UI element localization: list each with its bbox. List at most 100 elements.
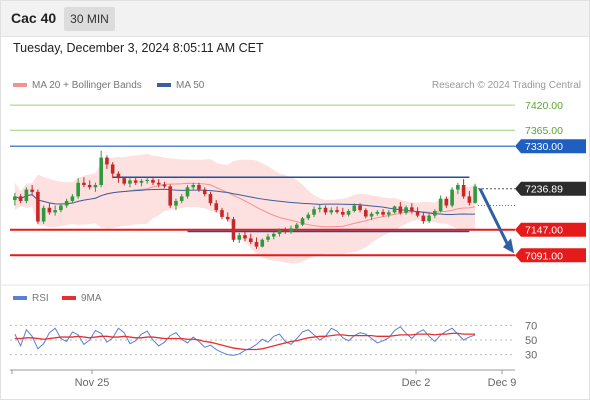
candle-body bbox=[260, 239, 265, 247]
candle-body bbox=[179, 196, 184, 201]
candle-body bbox=[59, 205, 63, 211]
candle-body bbox=[82, 182, 86, 185]
candle-body bbox=[312, 209, 316, 215]
candle-body bbox=[122, 178, 126, 184]
candle-body bbox=[185, 187, 190, 197]
candle-body bbox=[53, 210, 57, 213]
legend-rsi: RSI bbox=[13, 293, 49, 304]
level-label-3: 7147.00 bbox=[525, 225, 563, 237]
candle-body bbox=[156, 182, 161, 185]
level-label-1: 7365.00 bbox=[525, 125, 563, 137]
candle-body bbox=[450, 189, 454, 206]
candle-body bbox=[87, 185, 92, 188]
candle-body bbox=[392, 206, 397, 213]
candle-body bbox=[231, 219, 236, 240]
rsi-line bbox=[14, 326, 476, 356]
header-bar: Cac 40 30 MIN bbox=[0, 0, 590, 37]
ma9-swatch bbox=[62, 296, 76, 301]
symbol-name: Cac 40 bbox=[11, 10, 57, 26]
candle-body bbox=[197, 185, 201, 190]
candle-body bbox=[427, 215, 431, 222]
candle-body bbox=[105, 157, 109, 165]
candle-body bbox=[116, 173, 121, 179]
candle-body bbox=[18, 196, 23, 201]
x-tick-label-1: Dec 2 bbox=[402, 377, 431, 389]
candle-body bbox=[398, 206, 403, 213]
candle-body bbox=[225, 216, 230, 220]
candle-body bbox=[64, 200, 69, 206]
rsi-tick-2: 30 bbox=[525, 350, 537, 362]
candle-body bbox=[30, 189, 34, 192]
level-badge-4 bbox=[515, 248, 586, 263]
ma50-label: MA 50 bbox=[176, 80, 205, 91]
candle-body bbox=[289, 228, 293, 233]
candle-body bbox=[300, 218, 305, 225]
rsi-swatch bbox=[13, 296, 27, 301]
candle-body bbox=[323, 207, 328, 213]
candle-body bbox=[151, 179, 155, 183]
candle-body bbox=[202, 189, 207, 195]
candle-body bbox=[358, 205, 362, 211]
candle-body bbox=[404, 207, 408, 213]
ma20-swatch bbox=[13, 83, 27, 88]
forecast-arrow-shaft bbox=[478, 188, 510, 246]
ma20-label: MA 20 + Bollinger Bands bbox=[32, 80, 142, 91]
candle-body bbox=[41, 207, 46, 222]
candle-body bbox=[467, 196, 472, 203]
ma50-line bbox=[14, 188, 476, 216]
candle-body bbox=[266, 236, 270, 240]
candle-body bbox=[93, 185, 98, 188]
candle-body bbox=[335, 210, 339, 212]
legend-ma50: MA 50 bbox=[157, 80, 204, 91]
candle-body bbox=[208, 194, 213, 204]
candle-body bbox=[254, 242, 259, 247]
candle-body bbox=[387, 212, 391, 215]
timestamp: Tuesday, December 3, 2024 8:05:11 AM CET bbox=[13, 41, 264, 55]
candle-body bbox=[99, 157, 103, 185]
candle-body bbox=[277, 230, 282, 234]
candle-body bbox=[248, 238, 253, 243]
level-badge-2 bbox=[515, 139, 586, 154]
candle-body bbox=[294, 224, 299, 229]
candle-body bbox=[220, 210, 224, 217]
last-price-badge bbox=[515, 181, 586, 196]
rsi-tick-1: 50 bbox=[525, 335, 537, 347]
candle-body bbox=[237, 235, 242, 240]
ma9-label: 9MA bbox=[81, 293, 102, 304]
candle-body bbox=[133, 180, 138, 183]
candle-body bbox=[110, 164, 115, 174]
candle-body bbox=[191, 185, 196, 188]
rsi-ma9-line bbox=[14, 332, 476, 351]
candle-body bbox=[283, 230, 288, 233]
candle-body bbox=[24, 189, 29, 201]
candle-body bbox=[456, 185, 460, 190]
candle-body bbox=[174, 200, 178, 206]
x-tick-label-2: Dec 9 bbox=[488, 377, 517, 389]
last-price-label: 7236.89 bbox=[525, 184, 563, 196]
candle-body bbox=[375, 211, 380, 214]
candle-body bbox=[433, 211, 437, 216]
ma50-swatch bbox=[157, 83, 171, 88]
candle-body bbox=[47, 207, 52, 213]
legend-9ma: 9MA bbox=[62, 293, 102, 304]
candle-body bbox=[306, 214, 311, 219]
candle-body bbox=[145, 179, 149, 181]
timeframe-button[interactable]: 30 MIN bbox=[64, 7, 115, 31]
credit-text: Research © 2024 Trading Central bbox=[431, 80, 581, 91]
candle-body bbox=[139, 180, 144, 183]
candle-body bbox=[36, 191, 40, 222]
candle-body bbox=[346, 211, 351, 215]
x-tick-label-0: Nov 25 bbox=[75, 377, 110, 389]
candle-body bbox=[410, 207, 414, 212]
candle-body bbox=[13, 196, 17, 201]
level-badge-3 bbox=[515, 222, 586, 237]
level-label-2: 7330.00 bbox=[525, 141, 563, 153]
level-label-4: 7091.00 bbox=[525, 250, 563, 262]
candle-body bbox=[168, 186, 173, 206]
candle-body bbox=[162, 184, 167, 187]
candle-body bbox=[381, 211, 385, 215]
candle-body bbox=[421, 215, 426, 222]
candle-body bbox=[364, 210, 368, 217]
rsi-tick-0: 70 bbox=[525, 320, 537, 332]
